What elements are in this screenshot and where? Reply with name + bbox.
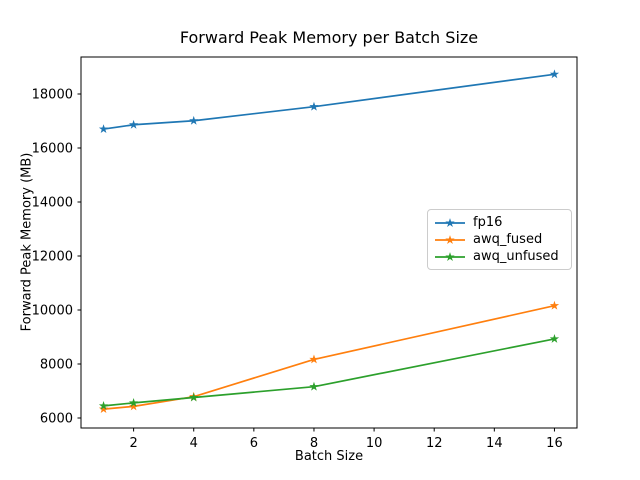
data-point-marker-awq_fused: [549, 300, 560, 310]
legend: fp16 awq_fused awq_unfused: [427, 209, 572, 270]
y-tick-label: 10000: [32, 304, 73, 319]
x-tick-label: 2: [129, 436, 137, 451]
data-point-marker-awq_unfused: [128, 397, 139, 407]
legend-marker-awq_fused: [435, 234, 465, 244]
series-line-fp16: [102, 73, 556, 130]
legend-label-fp16: fp16: [473, 214, 503, 230]
data-point-marker-awq_unfused: [98, 400, 109, 410]
y-tick-label: 12000: [32, 250, 73, 265]
axes-spines: [80, 56, 578, 429]
legend-label-awq_unfused: awq_unfused: [473, 248, 559, 264]
data-point-marker-fp16: [189, 115, 199, 125]
legend-entry-fp16: fp16: [434, 214, 563, 231]
legend-marker-fp16: [435, 217, 465, 227]
data-point-marker-awq_fused: [128, 401, 139, 411]
x-tick-label: 4: [190, 436, 198, 451]
y-tick-label: 14000: [32, 195, 73, 210]
y-tick-label: 16000: [32, 141, 73, 156]
legend-entry-awq_fused: awq_fused: [434, 231, 563, 248]
x-tick-label: 10: [366, 436, 383, 451]
data-point-marker-fp16: [128, 119, 139, 129]
chart-title: Forward Peak Memory per Batch Size: [179, 28, 479, 47]
x-tick-label: 8: [310, 436, 318, 451]
x-tick-label: 6: [250, 436, 258, 451]
data-point-marker-awq_unfused: [549, 334, 560, 343]
x-tick-label: 12: [426, 436, 443, 451]
x-tick-label: 14: [486, 436, 503, 451]
data-point-marker-fp16: [309, 101, 319, 111]
data-point-marker-fp16: [549, 69, 560, 79]
data-point-marker-fp16: [98, 124, 109, 134]
data-point-marker-awq_fused: [98, 404, 109, 414]
y-axis-label-text: Forward Peak Memory (MB): [19, 152, 35, 332]
y-tick-label: 8000: [40, 358, 73, 373]
y-tick-label: 6000: [40, 412, 73, 427]
legend-marker-awq_unfused: [435, 251, 465, 261]
series-line-awq_unfused: [102, 338, 556, 407]
data-point-marker-awq_fused: [309, 354, 319, 364]
y-tick-label: 18000: [32, 87, 73, 102]
data-point-marker-awq_unfused: [309, 381, 319, 391]
legend-label-awq_fused: awq_fused: [473, 231, 543, 247]
x-tick-label: 16: [546, 436, 563, 451]
data-point-marker-awq_unfused: [189, 392, 199, 402]
series-line-awq_fused: [102, 304, 556, 410]
x-axis-label: Batch Size: [294, 449, 364, 464]
legend-entry-awq_unfused: awq_unfused: [434, 248, 563, 265]
